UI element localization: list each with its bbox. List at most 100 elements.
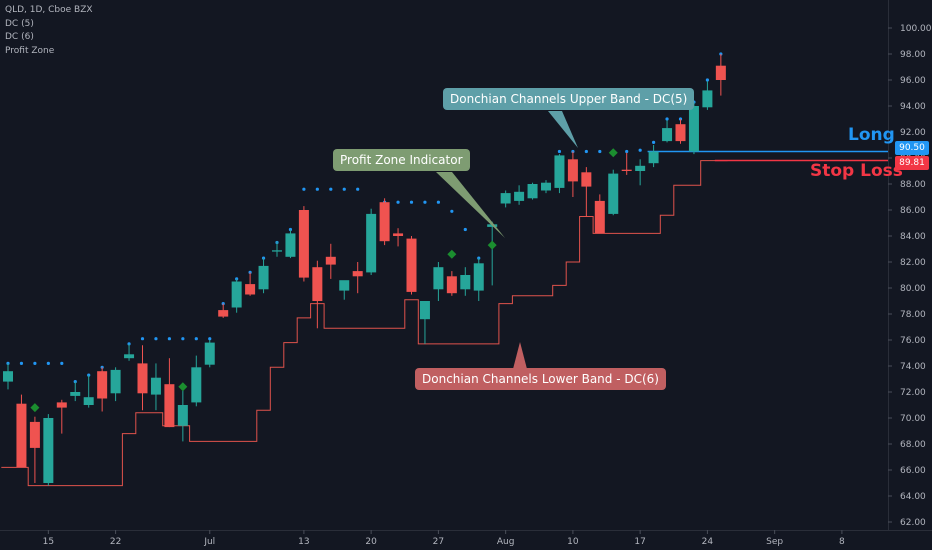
callout-upper-band: Donchian Channels Upper Band - DC(5) [443,88,695,110]
candle-down [406,238,417,292]
candle-down [594,200,605,234]
y-tick-label: 96.00 [900,76,926,86]
y-tick-label: 86.00 [900,206,926,216]
x-tick-label: 13 [298,537,309,547]
candle-up [191,367,202,403]
y-tick-label: 74.00 [900,362,926,372]
candle-up [688,106,699,152]
candle-up [83,397,94,405]
candle-up [272,250,282,252]
dc5-upper-dot [705,78,710,82]
candle-up [635,165,646,171]
candle-up [702,90,713,108]
candle-up [514,191,525,201]
x-tick-label: 17 [634,537,645,547]
y-tick-label: 62.00 [900,518,926,528]
candle-up [231,281,242,308]
candle-down [446,276,457,294]
candle-down [137,363,148,394]
candle-up [473,263,484,291]
callout-profit-pointer [436,172,505,238]
dc6-lower-band-line [1,160,728,487]
y-tick-label: 94.00 [900,102,926,112]
candle-up [608,173,619,214]
candle-up [366,213,377,273]
candle-up [258,265,269,290]
x-tick-label: Jul [203,537,215,547]
legend-dc6: DC (6) [5,32,34,42]
profit-zone-diamond [30,403,40,413]
dc5-upper-dot [463,227,467,232]
dc5-upper-dot [19,361,24,365]
legend-symbol: QLD, 1D, Cboe BZX [5,5,93,15]
profit-zone-diamond [608,148,618,158]
candle-down [352,271,363,277]
dc5-upper-dot [302,187,306,191]
candle-up [43,418,54,483]
y-tick-label: 82.00 [900,258,926,268]
candle-up [70,392,81,396]
candle-up [419,301,430,320]
dc5-upper-dot [194,337,198,341]
callout-profit-zone: Profit Zone Indicator [333,149,470,171]
profit-zone-diamond [178,382,188,392]
candle-down [97,371,108,399]
candle-down [715,65,726,80]
candle-down [393,233,404,236]
x-tick-label: Sep [766,537,783,547]
dc5-upper-dot [140,337,145,341]
candle-down [581,172,592,187]
profit-zone-diamond [447,249,457,259]
profit-zone-diamond [487,240,497,250]
dc5-upper-dot [409,200,414,204]
candle-up [500,193,511,204]
y-tick-label: 98.00 [900,50,926,60]
y-tick-label: 76.00 [900,336,926,346]
dc5-upper-dot [46,361,50,365]
dc5-upper-dot [396,200,400,204]
legend-profit-zone: Profit Zone [5,45,55,56]
y-tick-label: 72.00 [900,388,926,398]
candle-down [621,169,632,171]
y-tick-label: 88.00 [900,180,926,190]
candle-down [29,421,40,448]
dc5-upper-dot [598,149,602,154]
candle-up [541,182,551,191]
candle-down [16,403,27,468]
dc5-upper-dot [652,140,656,144]
y-tick-label: 84.00 [900,232,926,242]
y-tick-label: 80.00 [900,284,926,294]
dc5-upper-dot [315,187,319,191]
candle-up [177,405,188,426]
x-tick-label: 24 [702,537,714,547]
dc5-upper-dot [356,187,360,191]
dc5-upper-dot [625,149,629,154]
y-tick-label: 64.00 [900,492,926,502]
dc5-upper-dot [60,361,64,365]
candle-up [554,155,565,188]
legend-dc5: DC (5) [5,18,34,29]
candle-down [567,159,578,182]
dc5-upper-dot [33,361,37,365]
candle-up [150,377,161,395]
dc5-upper-dot [181,337,185,341]
candle-up [285,233,296,257]
dc5-upper-dot [342,187,346,191]
dc5-upper-dot [208,337,212,341]
candle-down [325,256,336,265]
y-tick-label: 92.00 [900,128,926,138]
candle-down [379,202,390,242]
long-label: Long [848,125,895,145]
candle-down [298,210,309,278]
candle-down [218,310,229,317]
y-tick-label: 66.00 [900,466,926,476]
x-tick-label: Aug [497,537,515,547]
candle-down [312,267,323,301]
candle-up [433,267,444,290]
dc5-upper-dot [584,149,588,154]
callout-lower-band: Donchian Channels Lower Band - DC(6) [415,368,666,390]
candle-up [110,369,121,394]
dc5-upper-dot [167,337,171,341]
candle-up [527,184,538,199]
